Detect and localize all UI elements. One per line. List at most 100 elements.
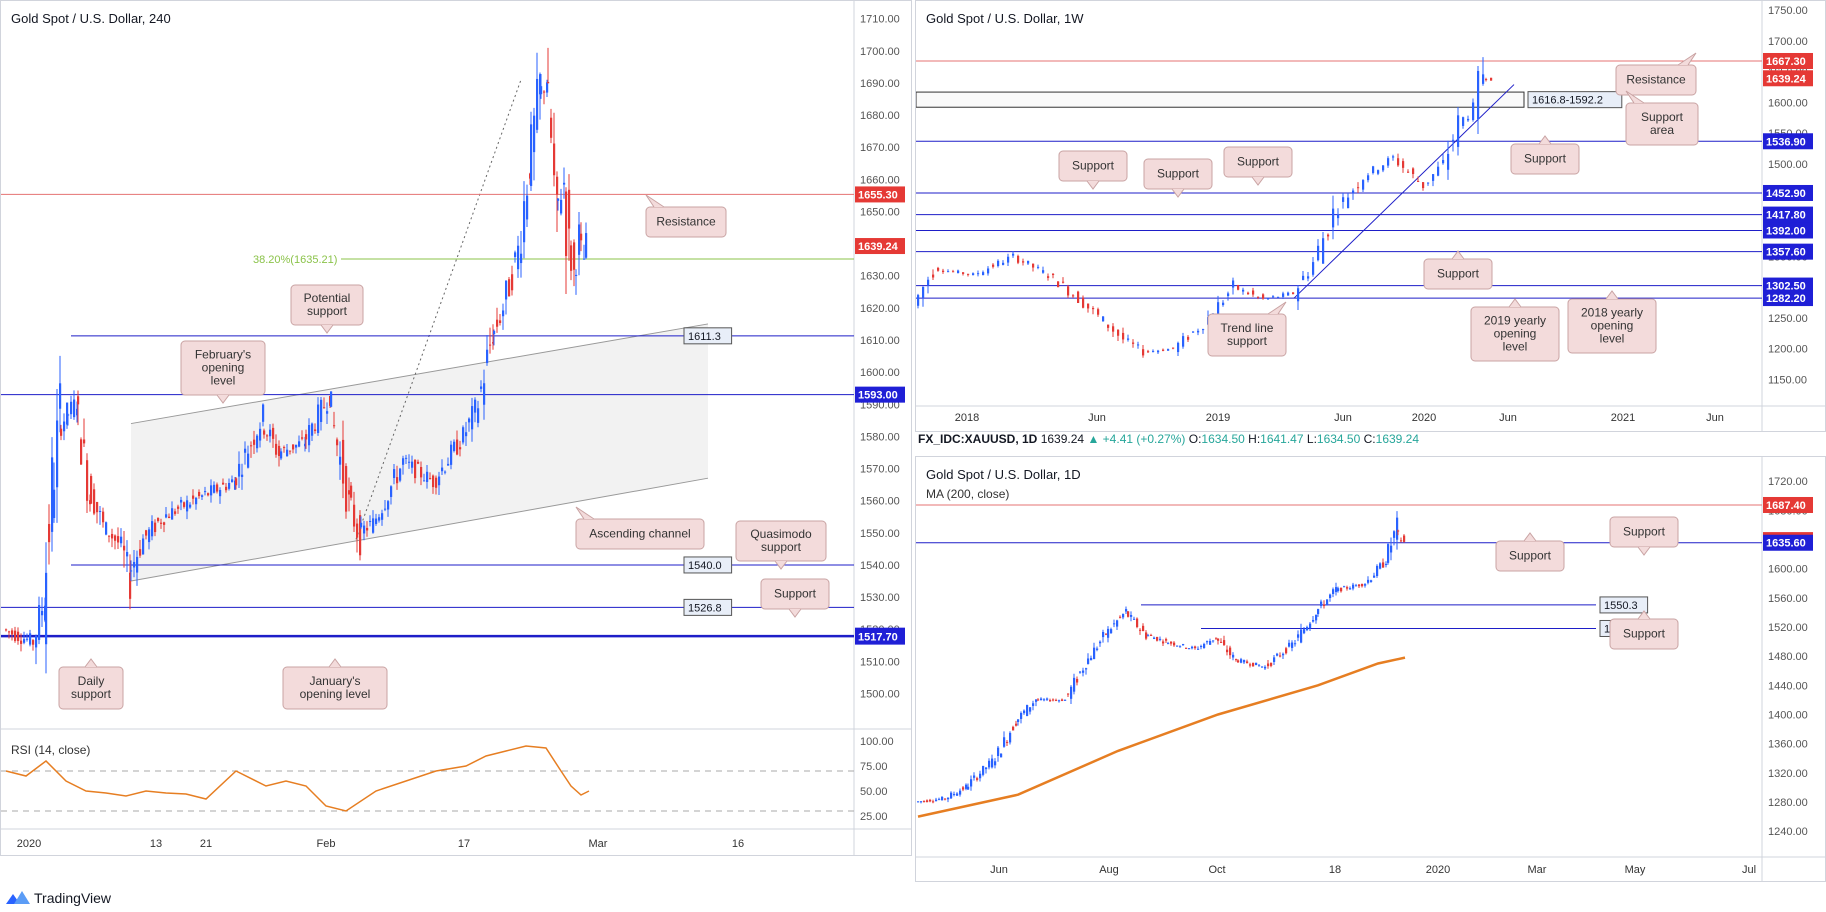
c1d-candle xyxy=(1361,583,1364,587)
c4h-candle xyxy=(198,491,201,497)
c4h-candle xyxy=(210,485,213,496)
level-tag-4h-2-bg xyxy=(683,327,733,345)
c4h-candle xyxy=(575,274,578,276)
c4h-candle xyxy=(207,493,210,496)
c4h-candle xyxy=(180,499,183,503)
c4h-candle xyxy=(360,522,363,528)
c1w-candle xyxy=(1112,326,1115,332)
c4h-candle xyxy=(17,631,20,641)
c1d-candle xyxy=(1358,584,1361,587)
c4h-candle xyxy=(505,280,508,300)
p1d-ytick-9: 1360.00 xyxy=(1768,739,1808,751)
c1d-candle xyxy=(1397,530,1400,532)
c4h-candle xyxy=(317,404,320,433)
c1d-candle xyxy=(1294,643,1297,645)
ma-indicator-label[interactable]: MA (200, close) xyxy=(926,487,1010,501)
svg-text:level: level xyxy=(1503,340,1528,354)
c4h-candle xyxy=(67,414,70,416)
level-tag-4h-3: 1593.00 xyxy=(858,390,898,402)
c4h-candle xyxy=(375,518,378,524)
c4h-candle xyxy=(163,522,166,525)
p4h-ytick-18: 1530.00 xyxy=(860,592,900,604)
chart-panel-4h[interactable]: Gold Spot / U.S. Dollar, 240 38.20%(1635… xyxy=(0,0,912,856)
chart-svg-weekly[interactable]: 1750.001700.001650.001600.001550.001500.… xyxy=(916,1,1826,432)
c1d-candle xyxy=(1312,619,1315,622)
c1w-candle xyxy=(1022,261,1025,263)
c4h-candle xyxy=(231,479,234,482)
chart-panel-daily[interactable]: Gold Spot / U.S. Dollar, 1D MA (200, clo… xyxy=(915,456,1826,882)
x1w-xtick-4: 2020 xyxy=(1412,412,1436,424)
c1w-candle xyxy=(1247,292,1250,295)
x1w-xtick-5: Jun xyxy=(1499,412,1517,424)
p4h-ytick-6: 1650.00 xyxy=(860,206,900,218)
c1d-candle xyxy=(1340,587,1343,592)
c1d-candle xyxy=(1127,611,1130,617)
c4h-candle xyxy=(126,552,129,557)
c1d-candle xyxy=(1150,634,1153,636)
c4h-candle xyxy=(342,439,345,484)
c1d-candle xyxy=(950,792,953,799)
p4h-ytick-8: 1630.00 xyxy=(860,271,900,283)
c4h-candle xyxy=(225,486,228,491)
svg-text:level: level xyxy=(211,374,236,388)
c4h-candle xyxy=(174,511,177,514)
c1w-candle xyxy=(1102,316,1105,322)
c4h-candle xyxy=(399,468,402,481)
c1d-candle xyxy=(1261,666,1264,668)
p1w-ytick-5: 1500.00 xyxy=(1768,159,1808,171)
c4h-candle xyxy=(139,549,142,556)
c1d-candle xyxy=(1043,699,1046,701)
c1w-candle xyxy=(1117,329,1120,336)
c1d-candle xyxy=(1070,686,1073,699)
c1d-candle xyxy=(1332,589,1335,595)
c1d-candle xyxy=(1352,584,1355,589)
c1d-candle xyxy=(1156,636,1159,641)
c1d-candle xyxy=(926,800,929,803)
c4h-candle xyxy=(123,545,126,551)
c1w-candle xyxy=(1082,297,1085,308)
tradingview-brand[interactable]: TradingView xyxy=(6,890,111,906)
level-tag-4h-5: 1526.8 xyxy=(688,602,722,614)
c1d-candle xyxy=(1197,648,1200,650)
c1w-candle xyxy=(982,272,985,276)
p4h-ytick-9: 1620.00 xyxy=(860,303,900,315)
p1w-ytick-0: 1750.00 xyxy=(1768,5,1808,17)
callout-support-weekly-2: Support xyxy=(1058,150,1128,190)
c4h-candle xyxy=(540,86,543,95)
chart-panel-weekly[interactable]: Gold Spot / U.S. Dollar, 1W 1750.00 1700.… xyxy=(915,0,1826,432)
c1d-candle xyxy=(1396,517,1399,540)
chart-svg-daily[interactable]: 1720.001680.001640.001600.001560.001520.… xyxy=(916,457,1826,882)
c4h-candle xyxy=(241,474,244,477)
c1d-candle xyxy=(1122,613,1125,618)
c4h-candle xyxy=(447,463,450,466)
c1w-candle xyxy=(1392,156,1395,158)
c1d-candle xyxy=(1139,629,1142,631)
c4h-candle xyxy=(356,523,359,538)
open-label: O: xyxy=(1188,432,1202,446)
c1d-candle xyxy=(1188,648,1191,650)
svg-text:Support: Support xyxy=(1157,167,1200,181)
c4h-candle xyxy=(345,466,348,512)
c4h-candle xyxy=(471,406,474,430)
c4h-candle xyxy=(384,508,387,510)
c1w-candle xyxy=(972,273,975,276)
c1w-candle xyxy=(1382,165,1385,171)
c4h-candle xyxy=(23,639,26,643)
c1d-candle xyxy=(1082,670,1085,673)
c1w-candle xyxy=(1237,285,1240,290)
open-value: 1634.50 xyxy=(1201,432,1245,446)
chart-svg-4h[interactable]: 38.20%(1635.21) 1710.00 1700.00 1690.00 1680… xyxy=(1,1,912,856)
c4h-candle xyxy=(117,536,120,543)
c1d-candle xyxy=(1291,642,1294,648)
c1w-candle xyxy=(1067,286,1070,296)
c4h-candle xyxy=(369,520,372,522)
level-tag-4h-4: 1540.0 xyxy=(688,560,722,572)
c1d-candle xyxy=(1113,623,1116,625)
c4h-candle xyxy=(390,486,393,497)
c1w-candle xyxy=(1462,117,1465,126)
c1d-candle xyxy=(1393,531,1396,538)
c1w-candle xyxy=(1242,289,1245,292)
c1d-candle xyxy=(970,779,973,787)
c4h-candle xyxy=(557,198,560,201)
